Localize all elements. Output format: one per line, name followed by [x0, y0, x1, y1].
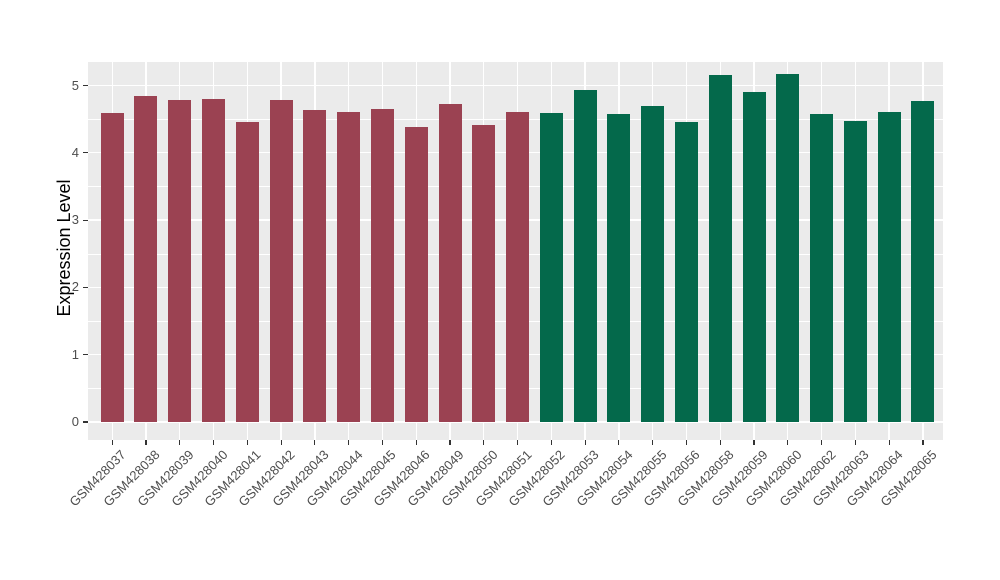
bar-GSM428037	[100, 113, 124, 422]
y-tick-label: 5	[71, 77, 79, 93]
y-tick-mark	[83, 354, 88, 356]
bar-GSM428044	[337, 112, 361, 422]
bar-GSM428063	[843, 120, 867, 422]
plot-panel	[88, 62, 943, 440]
x-tick-mark	[179, 440, 181, 445]
bar-GSM428052	[539, 113, 563, 422]
bar-GSM428062	[810, 114, 834, 422]
x-tick-mark	[922, 440, 924, 445]
x-tick-mark	[415, 440, 417, 445]
x-tick-mark	[516, 440, 519, 445]
y-tick-label: 3	[71, 212, 79, 228]
y-axis-title: Expression Level	[54, 179, 74, 317]
bar-GSM428040	[202, 98, 226, 422]
x-tick-mark	[212, 440, 215, 445]
x-tick-mark	[145, 440, 147, 445]
y-tick-label: 1	[71, 346, 79, 362]
bar-GSM428064	[877, 112, 901, 422]
bar-GSM428053	[573, 90, 597, 422]
bar-GSM428039	[168, 100, 192, 422]
x-tick-mark	[854, 440, 856, 445]
bar-GSM428042	[269, 99, 293, 422]
x-tick-mark	[483, 440, 485, 445]
x-tick-mark	[719, 440, 721, 445]
x-tick-mark	[685, 440, 688, 445]
x-tick-mark	[550, 440, 552, 445]
y-tick-label: 2	[71, 279, 79, 295]
x-tick-mark	[381, 440, 384, 445]
y-tick-mark	[83, 219, 88, 221]
x-tick-mark	[449, 440, 451, 445]
x-tick-mark	[348, 440, 350, 445]
bar-GSM428059	[742, 92, 766, 422]
bar-GSM428049	[438, 103, 462, 422]
x-tick-mark	[888, 440, 890, 445]
y-tick-mark	[83, 84, 88, 87]
y-tick-mark	[83, 152, 88, 154]
bar-GSM428065	[911, 100, 935, 422]
bar-GSM428055	[641, 105, 665, 422]
bar-GSM428043	[303, 109, 327, 422]
bar-GSM428058	[708, 75, 732, 422]
x-tick-mark	[584, 440, 586, 445]
x-tick-mark	[753, 440, 755, 445]
x-tick-mark	[618, 440, 620, 445]
y-tick-mark	[83, 421, 88, 423]
gridline-major	[88, 84, 943, 87]
bar-GSM428041	[235, 121, 259, 422]
y-tick-label: 4	[71, 144, 79, 160]
x-tick-mark	[246, 440, 248, 445]
bar-GSM428050	[472, 124, 496, 422]
bar-GSM428046	[404, 126, 428, 422]
bar-GSM428045	[370, 109, 394, 422]
bar-GSM428054	[607, 114, 631, 422]
y-tick-mark	[83, 286, 88, 288]
x-tick-mark	[314, 440, 316, 445]
bar-GSM428056	[674, 121, 698, 422]
x-tick-mark	[111, 440, 113, 445]
bar-GSM428038	[134, 95, 158, 422]
bar-GSM428051	[506, 111, 530, 422]
x-tick-mark	[652, 440, 654, 445]
x-tick-mark	[280, 440, 282, 445]
x-tick-mark	[787, 440, 789, 445]
x-tick-mark	[820, 440, 823, 445]
y-tick-label: 0	[71, 414, 79, 429]
bar-GSM428060	[776, 74, 800, 422]
